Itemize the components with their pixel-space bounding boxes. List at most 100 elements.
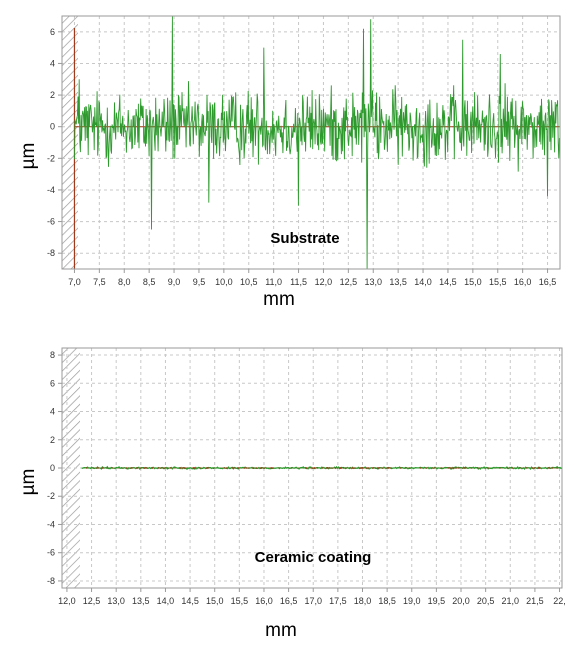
noise-dot bbox=[533, 467, 535, 469]
noise-dot bbox=[519, 467, 521, 469]
noise-dot bbox=[278, 467, 281, 469]
noise-dot bbox=[367, 467, 369, 469]
noise-dot bbox=[547, 467, 549, 469]
x-axis-ticks: 12,0 12,5 13,0 13,5 14,0 14,5 15,0 15,5 16,0 16,5… bbox=[58, 588, 566, 606]
y-tick-label: 4 bbox=[50, 58, 55, 68]
y-tick-label: -8 bbox=[47, 248, 55, 258]
noise-dot bbox=[164, 467, 166, 469]
noise-dot bbox=[136, 467, 138, 469]
x-tick-label: 10,5 bbox=[240, 277, 258, 287]
noise-dot bbox=[263, 467, 265, 469]
y-tick-label: -8 bbox=[47, 576, 55, 586]
x-tick-label: 13,0 bbox=[107, 596, 125, 606]
y-axis-label: µm bbox=[18, 469, 39, 496]
y-tick-label: 4 bbox=[50, 407, 55, 417]
y-tick-label: -4 bbox=[47, 185, 55, 195]
noise-dot bbox=[311, 467, 314, 469]
series-line-profile bbox=[74, 15, 561, 270]
noise-dot bbox=[331, 467, 333, 469]
noise-dot bbox=[465, 467, 467, 469]
noise-dot bbox=[404, 467, 407, 469]
noise-dot bbox=[334, 467, 337, 469]
x-tick-label: 15,5 bbox=[489, 277, 507, 287]
noise-dot bbox=[234, 467, 236, 469]
noise-dot bbox=[531, 467, 534, 469]
x-tick-label: 14,5 bbox=[439, 277, 457, 287]
noise-dot bbox=[121, 467, 123, 469]
x-tick-label: 8,5 bbox=[143, 277, 156, 287]
noise-dot bbox=[290, 467, 293, 469]
noise-dot bbox=[166, 467, 169, 469]
x-tick-label: 18,0 bbox=[354, 596, 372, 606]
plot-frame bbox=[61, 347, 563, 589]
x-tick-label: 20,0 bbox=[452, 596, 470, 606]
noise-dot bbox=[440, 467, 442, 469]
x-tick-label: 8,0 bbox=[118, 277, 131, 287]
noise-dot bbox=[86, 467, 88, 469]
noise-dot bbox=[362, 467, 364, 469]
noise-dot bbox=[212, 467, 215, 469]
noise-dot bbox=[408, 467, 411, 469]
noise-dot bbox=[556, 467, 558, 469]
noise-dot bbox=[157, 467, 160, 469]
noise-dot bbox=[261, 467, 263, 469]
noise-dot bbox=[102, 467, 104, 469]
noise-dot bbox=[511, 467, 513, 469]
noise-dot bbox=[381, 467, 383, 469]
noise-dot bbox=[106, 467, 108, 469]
noise-dot bbox=[232, 467, 234, 469]
x-tick-label: 7,5 bbox=[93, 277, 106, 287]
noise-dot bbox=[463, 467, 466, 469]
noise-dot bbox=[447, 467, 450, 469]
x-tick-label: 12,0 bbox=[315, 277, 333, 287]
noise-dot bbox=[387, 467, 389, 469]
ceramic-coating-profile-chart: 12,0 12,5 13,0 13,5 14,0 14,5 15,0 15,5 16,0 16,5… bbox=[18, 347, 566, 641]
x-tick-label: 17,5 bbox=[329, 596, 347, 606]
noise-dot bbox=[431, 467, 433, 469]
x-axis-ticks: 7,0 7,5 8,0 8,5 9,0 9,5 10,0 10,5 11,0 11,5 12,0 12… bbox=[68, 269, 556, 287]
noise-dot bbox=[327, 467, 329, 469]
noise-dot bbox=[316, 467, 318, 469]
noise-dot bbox=[305, 467, 308, 469]
noise-dot bbox=[179, 467, 182, 469]
noise-dot bbox=[243, 467, 246, 469]
noise-dot bbox=[326, 467, 328, 469]
x-tick-label: 13,5 bbox=[389, 277, 407, 287]
y-axis-ticks: -8 -6 -4 -2 0 2 4 6 bbox=[47, 27, 62, 258]
x-tick-label: 15,0 bbox=[464, 277, 482, 287]
noise-dot bbox=[377, 467, 379, 469]
noise-dot bbox=[548, 467, 551, 469]
noise-dot bbox=[130, 467, 132, 469]
x-tick-label: 12,5 bbox=[340, 277, 358, 287]
noise-dot bbox=[255, 467, 258, 469]
noise-dot bbox=[184, 467, 186, 469]
y-tick-label: 2 bbox=[50, 435, 55, 445]
noise-dot bbox=[97, 467, 99, 469]
noise-dot bbox=[506, 467, 509, 469]
x-tick-label: 7,0 bbox=[68, 277, 81, 287]
x-axis-label: mm bbox=[265, 620, 297, 641]
noise-dot bbox=[458, 467, 460, 469]
noise-dot bbox=[313, 467, 316, 469]
x-tick-label: 16,0 bbox=[255, 596, 273, 606]
noise-dot bbox=[360, 467, 362, 469]
y-tick-label: 2 bbox=[50, 90, 55, 100]
plot-frame bbox=[61, 15, 561, 270]
y-tick-label: 6 bbox=[50, 378, 55, 388]
x-tick-label: 21,0 bbox=[502, 596, 520, 606]
noise-dot bbox=[140, 467, 142, 469]
y-tick-label: -6 bbox=[47, 217, 55, 227]
noise-dot bbox=[125, 467, 128, 469]
noise-dot bbox=[433, 467, 435, 469]
noise-dot bbox=[92, 467, 95, 469]
x-tick-label: 11,0 bbox=[265, 277, 282, 287]
noise-dot bbox=[372, 467, 374, 469]
noise-dot bbox=[205, 467, 208, 469]
noise-dot bbox=[425, 467, 427, 469]
hatch-strip bbox=[62, 16, 78, 269]
y-tick-label: -6 bbox=[47, 548, 55, 558]
substrate-profile-chart: 7,0 7,5 8,0 8,5 9,0 9,5 10,0 10,5 11,0 11,5 12,0 12… bbox=[18, 15, 561, 310]
noise-dot bbox=[462, 467, 464, 469]
noise-dot bbox=[345, 467, 347, 469]
x-tick-label: 14,0 bbox=[414, 277, 432, 287]
